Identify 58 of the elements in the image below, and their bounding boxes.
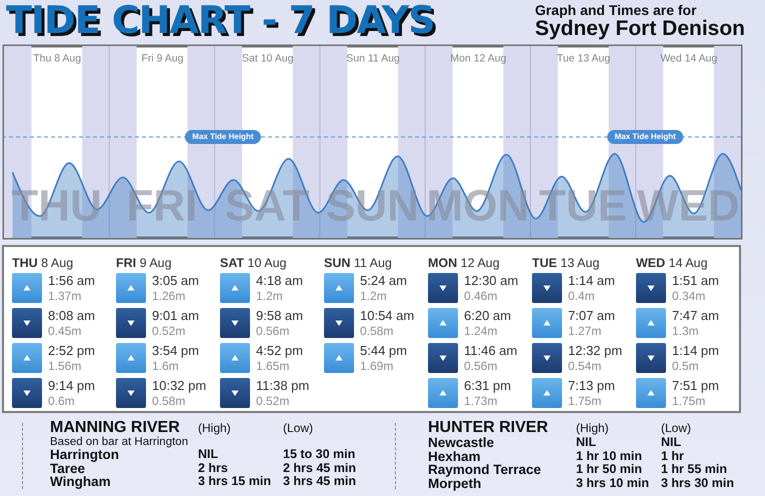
x-tick-label: Sun 11 Aug bbox=[346, 52, 400, 64]
x-tick-label: Fri 9 Aug bbox=[141, 52, 184, 64]
text: 11:46 am 0.56m bbox=[464, 343, 518, 373]
text: 7:51 pm 1.75m bbox=[672, 378, 719, 408]
text: 6:31 pm 1.73m bbox=[464, 378, 511, 408]
chart-subtitle: Graph and Times are for Sydney Fort Denison bbox=[534, 2, 745, 40]
text: Hexham 1 hr 10 min 1 hr bbox=[428, 448, 684, 464]
text: 4:52 pm 1.65m bbox=[256, 343, 303, 373]
text: FRI 9 Aug bbox=[116, 256, 172, 272]
text: WED 14 Aug bbox=[636, 256, 708, 272]
text: Morpeth 3 hrs 10 min 3 hrs 30 min bbox=[428, 476, 734, 490]
text: Raymond Terrace 1 hr 50 min 1 hr 55 min bbox=[428, 462, 727, 477]
text: 9:01 am 0.52m bbox=[152, 308, 199, 338]
text: 10:54 am 0.58m bbox=[360, 308, 414, 338]
text: Wingham 3 hrs 15 min 3 hrs 45 min bbox=[50, 474, 356, 489]
x-tick-label: Sat 10 Aug bbox=[242, 52, 294, 64]
text: MON 12 Aug bbox=[428, 256, 500, 272]
x-tick-label: Thu 8 Aug bbox=[33, 52, 82, 64]
text: 11:38 pm 0.52m bbox=[256, 378, 310, 408]
text: 1:14 pm 0.5m bbox=[672, 343, 719, 373]
ref-line-label: Max Tide Height bbox=[192, 132, 254, 141]
text: Taree 2 hrs 2 hrs 45 min bbox=[50, 460, 356, 476]
text: 10:32 pm 0.58m bbox=[152, 378, 206, 408]
text: THU 8 Aug bbox=[12, 256, 74, 272]
text: Newcastle NIL NIL bbox=[428, 435, 682, 450]
text: 7:13 pm 1.75m bbox=[568, 378, 615, 408]
text: 5:44 pm 1.69m bbox=[360, 343, 407, 373]
text: MANNING RIVER (High) (Low) bbox=[50, 419, 314, 436]
text: HUNTER RIVER (High) (Low) bbox=[428, 419, 692, 436]
text: 1:56 am 1.37m bbox=[48, 273, 95, 303]
text: 4:18 am 1.2m bbox=[256, 273, 303, 303]
text: 9:14 pm 0.6m bbox=[48, 378, 95, 408]
annotation: SAT bbox=[224, 181, 310, 230]
text: 5:24 am 1.2m bbox=[360, 273, 407, 303]
text: 12:30 am 0.46m bbox=[464, 273, 518, 303]
text: 7:07 am 1.27m bbox=[568, 308, 615, 338]
text: 12:32 pm 0.54m bbox=[568, 343, 622, 373]
text: 9:58 am 0.56m bbox=[256, 308, 303, 338]
chart-title: TIDE CHART - 7 DAYS bbox=[6, 0, 434, 42]
text: 3:05 am 1.26m bbox=[152, 273, 199, 303]
text: 6:20 am 1.24m bbox=[464, 308, 511, 338]
text: 1:51 am 0.34m bbox=[672, 273, 719, 303]
annotation: FRI bbox=[126, 181, 198, 230]
text: SUN 11 Aug bbox=[324, 256, 392, 272]
x-tick-label: Wed 14 Aug bbox=[660, 52, 718, 64]
text: SAT 10 Aug bbox=[220, 256, 286, 272]
text: Max Tide Height bbox=[614, 132, 676, 141]
x-tick-label: Tue 13 Aug bbox=[556, 52, 610, 64]
annotation: SUN bbox=[326, 181, 419, 230]
text: 7:47 am 1.3m bbox=[672, 308, 719, 338]
text: TUE 13 Aug bbox=[532, 256, 600, 272]
text: 3:54 pm 1.6m bbox=[152, 343, 199, 373]
text: 1:14 am 0.4m bbox=[568, 273, 615, 303]
x-tick-label: Mon 12 Aug bbox=[450, 52, 506, 64]
text: Harrington NIL 15 to 30 min bbox=[50, 447, 356, 462]
text: 8:08 am 0.45m bbox=[48, 308, 95, 338]
text: 2:52 pm 1.56m bbox=[48, 343, 95, 373]
text: Based on bar at Harrington bbox=[50, 436, 190, 448]
